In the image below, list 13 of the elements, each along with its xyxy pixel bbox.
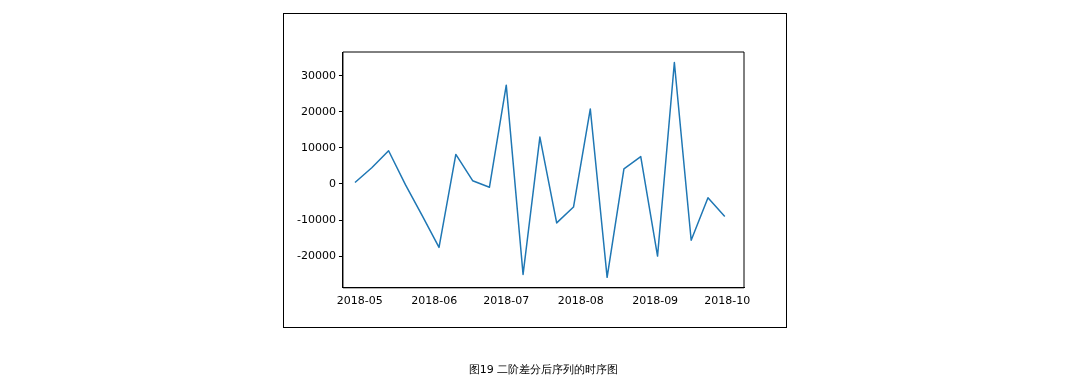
x-tick-label: 2018-08	[557, 294, 604, 308]
y-tick-label: -20000	[296, 248, 336, 262]
x-tick-label: 2018-06	[411, 294, 458, 308]
x-tick-label: 2018-07	[483, 294, 530, 308]
x-tick-label: 2018-10	[704, 294, 751, 308]
x-tick-label: 2018-05	[336, 294, 383, 308]
y-tick-label: 30000	[300, 68, 336, 82]
x-tick-label: 2018-09	[632, 294, 679, 308]
y-tick-label: 0	[328, 176, 336, 190]
y-tick-label: -10000	[296, 212, 336, 226]
y-tick-label: 10000	[300, 140, 336, 154]
text: 图19 二阶差分后序列的时序图	[467, 362, 620, 377]
y-tick-label: 20000	[300, 104, 336, 118]
